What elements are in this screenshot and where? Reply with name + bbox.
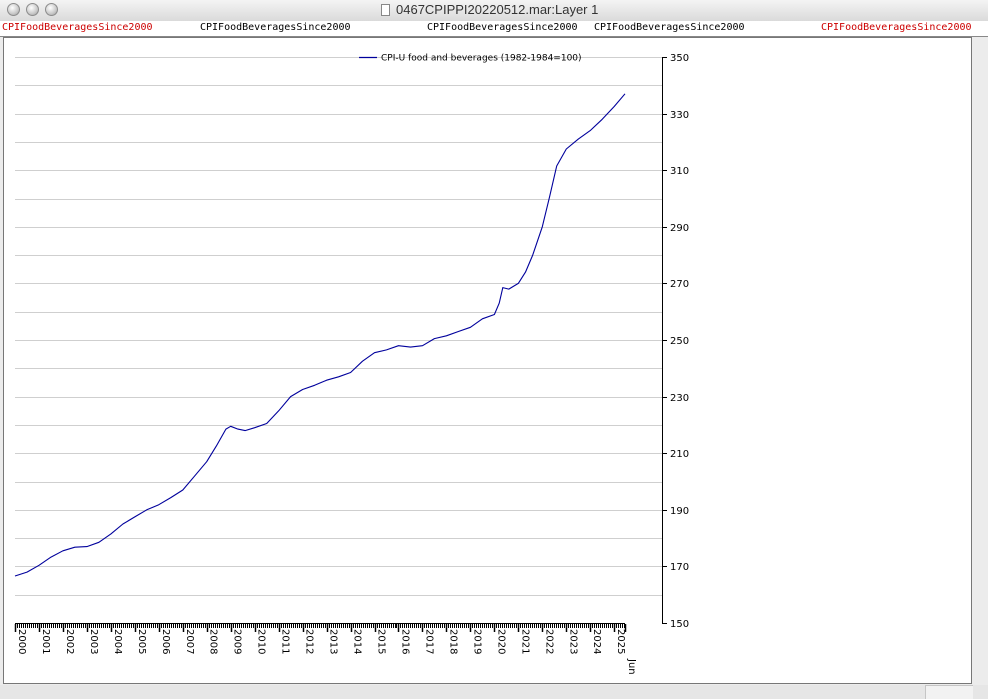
- series-tag-bar: CPIFoodBeveragesSince2000 CPIFoodBeverag…: [0, 21, 988, 37]
- x-tick-label: 2014: [352, 629, 363, 654]
- x-tick-label: 2004: [112, 629, 123, 654]
- x-tick-label: 2012: [304, 629, 315, 654]
- series-tag-3[interactable]: CPIFoodBeveragesSince2000: [427, 22, 578, 33]
- x-tick-label: 2016: [399, 629, 410, 654]
- horizontal-scrollbar[interactable]: [0, 685, 988, 699]
- x-tick-label: 2021: [519, 629, 530, 654]
- series-tag-2[interactable]: CPIFoodBeveragesSince2000: [200, 22, 351, 33]
- x-tick-label: 2015: [376, 629, 387, 654]
- x-tick-label: 2002: [64, 629, 75, 654]
- y-tick-label: 310: [670, 166, 689, 177]
- x-tick-label: 2018: [447, 629, 458, 654]
- y-tick-label: 330: [670, 110, 689, 121]
- x-tick-label: 2006: [160, 629, 171, 654]
- x-tick-label: 2025: [615, 629, 626, 654]
- minimize-button[interactable]: [26, 3, 39, 16]
- y-tick-label: 290: [670, 223, 689, 234]
- x-tick-label: 2008: [208, 629, 219, 654]
- x-tick-label: 2011: [280, 629, 291, 654]
- x-tick-label: 2020: [495, 629, 506, 654]
- x-tick-label: 2013: [328, 629, 339, 654]
- y-tick-label: 270: [670, 279, 689, 290]
- x-tick-label: 2022: [543, 629, 554, 654]
- x-tick-label: 2010: [256, 629, 267, 654]
- x-tick-label: 2023: [567, 629, 578, 654]
- x-tick-label: 2000: [16, 629, 27, 654]
- window-controls: [7, 3, 58, 16]
- close-button[interactable]: [7, 3, 20, 16]
- x-tick-label: 2003: [88, 629, 99, 654]
- x-tick-label: 2024: [591, 629, 602, 654]
- x-tick-label: 2009: [232, 629, 243, 654]
- window-title: 0467CPIPPI20220512.mar:Layer 1: [396, 2, 599, 17]
- x-tick-label: 2017: [423, 629, 434, 654]
- y-tick-label: 170: [670, 562, 689, 573]
- y-tick-label: 190: [670, 506, 689, 517]
- y-tick-label: 250: [670, 336, 689, 347]
- x-tick-label: 2019: [471, 629, 482, 654]
- x-tick-label: 2001: [40, 629, 51, 654]
- series-line: [14, 93, 626, 577]
- series-tag-5[interactable]: CPIFoodBeveragesSince2000: [821, 22, 972, 33]
- resize-grip[interactable]: [925, 685, 973, 699]
- x-tick-label: 2007: [184, 629, 195, 654]
- window-titlebar: 0467CPIPPI20220512.mar:Layer 1: [0, 0, 988, 22]
- x-tick-label: Jun: [626, 658, 637, 675]
- zoom-button[interactable]: [45, 3, 58, 16]
- y-tick-label: 230: [670, 393, 689, 404]
- series-tag-1[interactable]: CPIFoodBeveragesSince2000: [2, 22, 153, 33]
- document-icon: [381, 4, 390, 16]
- vertical-scrollbar[interactable]: [973, 37, 988, 684]
- y-tick-label: 150: [670, 619, 689, 630]
- y-tick-label: 350: [670, 53, 689, 64]
- plot-area: [3, 37, 972, 684]
- series-tag-4[interactable]: CPIFoodBeveragesSince2000: [594, 22, 745, 33]
- legend-label: CPI-U food and beverages (1982-1984=100): [381, 54, 582, 64]
- x-tick-label: 2005: [136, 629, 147, 654]
- y-tick-label: 210: [670, 449, 689, 460]
